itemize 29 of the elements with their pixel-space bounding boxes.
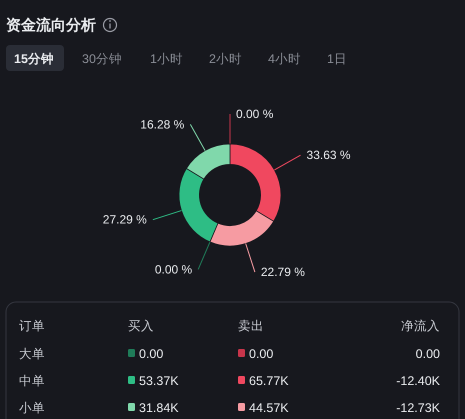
text: 买入 [128, 319, 154, 333]
chart-title: 资金流向分析 [6, 16, 96, 34]
text: 0.00 % [236, 107, 274, 121]
text: 2小时 [209, 52, 242, 66]
data-label: 27.29 % [102, 212, 148, 227]
text: 卖出 [238, 319, 264, 333]
text: 4小时 [268, 52, 301, 66]
category-label: 大单 [19, 347, 45, 361]
text: 1小时 [150, 52, 183, 66]
data-label: 65.77K [249, 374, 290, 388]
data-label: 33.63 % [306, 148, 351, 162]
data-label: 16.28 % [140, 117, 185, 132]
data-label: 22.79 % [260, 265, 306, 280]
category-label: 小单 [19, 401, 45, 415]
text: 30分钟 [82, 52, 122, 66]
text: 15分钟 [14, 52, 54, 66]
data-label: 53.37K [139, 374, 180, 388]
data-label: 31.84K [139, 401, 180, 415]
text: 0.00 % [154, 262, 192, 276]
text: 净流入 [401, 318, 440, 333]
data-label: -12.73K [396, 401, 441, 415]
text: 订单 [19, 319, 45, 333]
data-label: 0.00 [416, 347, 440, 361]
data-label: -12.40K [396, 374, 441, 388]
data-label: 44.57K [249, 401, 290, 415]
category-label: 中单 [19, 374, 45, 388]
data-label: 0.00 [249, 347, 274, 361]
data-label: 0.00 [139, 347, 164, 361]
text: 1日 [327, 52, 347, 66]
